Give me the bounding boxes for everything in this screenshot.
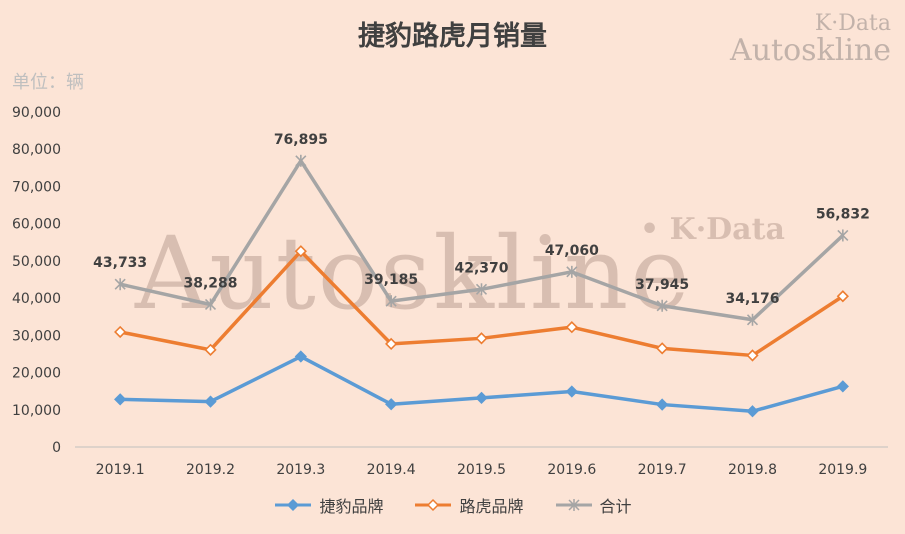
data-point-3 xyxy=(656,299,668,312)
y-tick-label: 50,000 xyxy=(12,254,61,270)
center-watermark: Autoskline xyxy=(135,215,692,332)
y-tick-label: 90,000 xyxy=(12,105,61,121)
legend-item-2: 路虎品牌 xyxy=(413,493,524,517)
data-label: 56,832 xyxy=(816,206,870,222)
legend-label: 合计 xyxy=(599,497,632,516)
y-tick-label: 30,000 xyxy=(12,328,61,344)
data-point-2 xyxy=(385,337,398,351)
data-point-1 xyxy=(746,405,759,418)
data-point-3 xyxy=(385,295,397,308)
watermark-kdata: K·Data xyxy=(814,11,891,36)
data-label: 37,945 xyxy=(635,277,689,293)
data-label: 47,060 xyxy=(545,243,599,259)
data-label: 42,370 xyxy=(454,260,508,276)
x-tick-label: 2019.7 xyxy=(638,462,687,478)
data-point-2 xyxy=(294,245,307,258)
y-tick-label: 20,000 xyxy=(12,366,61,382)
data-point-1 xyxy=(836,380,849,393)
data-point-3 xyxy=(295,154,307,167)
x-tick-label: 2019.5 xyxy=(457,462,506,478)
data-point-1 xyxy=(294,350,307,363)
data-point-1 xyxy=(565,385,578,398)
data-point-2 xyxy=(204,343,217,356)
y-tick-label: 60,000 xyxy=(12,217,61,233)
data-point-3 xyxy=(475,283,488,296)
unit-label: 单位：辆 xyxy=(12,72,84,93)
x-tick-label: 2019.3 xyxy=(276,462,325,478)
data-point-1 xyxy=(204,395,217,408)
data-point-2 xyxy=(565,321,578,334)
data-point-1 xyxy=(656,398,669,411)
x-tick-label: 2019.9 xyxy=(818,462,867,478)
data-point-1 xyxy=(475,391,488,404)
legend-label: 捷豹品牌 xyxy=(319,497,384,516)
data-point-3 xyxy=(746,313,759,326)
watermark-autoskline: Autoskline xyxy=(730,33,891,69)
legend: 捷豹品牌 路虎品牌 合计 xyxy=(0,493,905,517)
data-point-3 xyxy=(204,298,217,311)
y-tick-label: 0 xyxy=(52,440,61,456)
legend-label: 路虎品牌 xyxy=(459,497,524,516)
data-point-3 xyxy=(566,265,578,278)
x-tick-label: 2019.2 xyxy=(186,462,235,478)
data-point-2 xyxy=(656,342,669,355)
data-label: 38,288 xyxy=(183,275,237,291)
y-tick-label: 40,000 xyxy=(12,291,61,307)
data-point-3 xyxy=(114,278,126,291)
y-tick-label: 10,000 xyxy=(12,403,61,419)
center-watermark-kdata: • K·Data xyxy=(640,212,785,247)
chart-title: 捷豹路虎月销量 xyxy=(358,21,547,52)
legend-item-3: 合计 xyxy=(554,493,632,517)
y-tick-label: 80,000 xyxy=(12,142,61,158)
data-point-2 xyxy=(746,349,759,362)
legend-swatch xyxy=(275,498,312,512)
x-tick-label: 2019.4 xyxy=(367,462,416,478)
legend-item-1: 捷豹品牌 xyxy=(273,493,383,517)
legend-swatch xyxy=(415,498,452,512)
y-tick-label: 70,000 xyxy=(12,179,61,195)
data-point-2 xyxy=(114,325,127,339)
data-point-3 xyxy=(837,229,849,242)
data-label: 39,185 xyxy=(364,272,418,288)
data-label: 34,176 xyxy=(725,291,779,307)
corner-watermark: K·Data Autoskline xyxy=(730,12,891,67)
data-point-1 xyxy=(114,393,127,406)
data-label: 76,895 xyxy=(274,132,328,148)
x-tick-label: 2019.6 xyxy=(547,462,596,478)
data-point-2 xyxy=(475,332,488,345)
legend-swatch xyxy=(555,499,592,511)
data-label: 43,733 xyxy=(93,255,147,271)
data-point-1 xyxy=(385,398,398,411)
x-tick-label: 2019.8 xyxy=(728,462,777,478)
data-point-2 xyxy=(836,290,849,303)
x-tick-label: 2019.1 xyxy=(96,462,145,478)
